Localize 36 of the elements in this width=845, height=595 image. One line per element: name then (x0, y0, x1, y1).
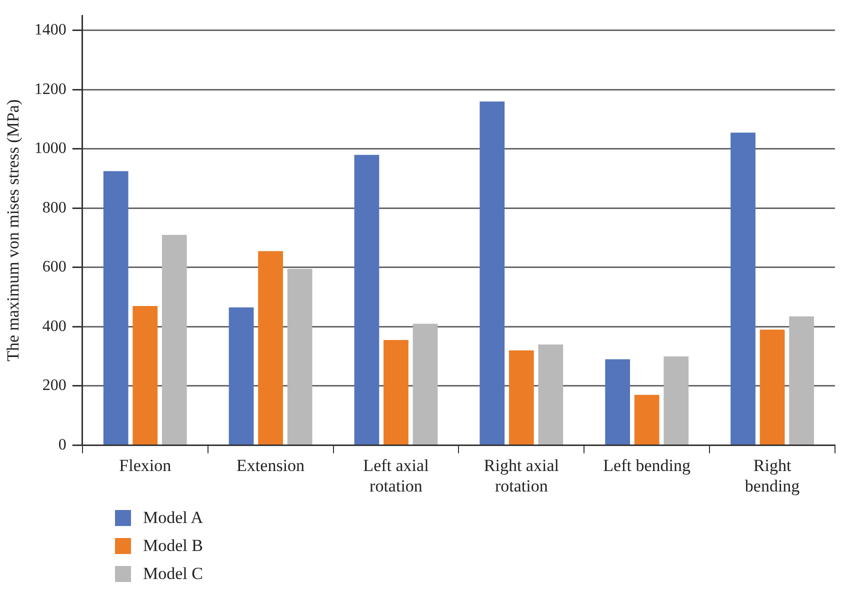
bar (228, 307, 254, 444)
y-tick-label: 1200 (34, 80, 66, 98)
bar (664, 356, 689, 444)
bar (412, 324, 438, 444)
legend-label: Model C (143, 564, 203, 584)
x-tick-label: Left axial rotation (363, 456, 430, 496)
x-tick-label: Extension (236, 456, 306, 475)
bar (789, 316, 814, 444)
legend-label: Model A (143, 508, 203, 528)
bar (508, 350, 534, 444)
bar (480, 102, 505, 444)
legend-label: Model B (143, 536, 203, 556)
bar (634, 394, 660, 444)
bar (354, 154, 380, 444)
y-tick-label: 200 (42, 377, 66, 394)
bar (730, 132, 756, 444)
bar (384, 340, 408, 444)
y-tick-label: 1000 (34, 140, 66, 158)
y-axis-title: The maximum von mises stress (MPa) (4, 99, 23, 362)
bar (258, 251, 283, 444)
bar (760, 330, 785, 444)
x-tick-label: Left bending (603, 456, 692, 475)
y-tick-label: 800 (42, 199, 66, 216)
y-tick-label: 1400 (34, 22, 66, 39)
bar (132, 306, 158, 444)
x-tick-label: Flexion (119, 456, 172, 475)
bar (605, 359, 630, 444)
bar (538, 344, 564, 444)
x-tick-label: Right bending (744, 456, 800, 496)
bar (103, 171, 128, 444)
x-tick-label: Right axial rotation (484, 456, 560, 496)
y-tick-label: 400 (42, 318, 66, 335)
y-tick-label: 600 (42, 258, 66, 276)
y-tick-label: 0 (58, 436, 66, 454)
bar (162, 234, 187, 444)
bar (287, 268, 312, 444)
